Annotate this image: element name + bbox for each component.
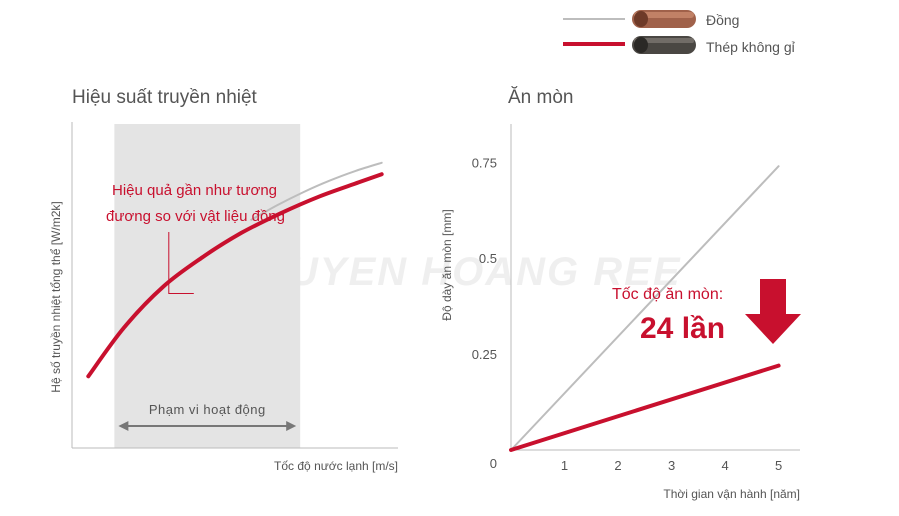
chart2-x-tick-label: 4 <box>721 458 728 473</box>
chart2-y-tick-label: 0.5 <box>479 251 497 266</box>
chart1-series-stainless-line <box>86 172 384 379</box>
operating-range-arrow-left-head <box>118 421 129 431</box>
corrosion-chart: Ăn mòn Độ dày ăn mòn [mm] Thời gian vận … <box>440 87 801 501</box>
chart2-y-ticks: 0 0.25 0.5 0.75 <box>472 155 497 471</box>
operating-range-arrow-right-head <box>286 421 297 431</box>
arrow-down-icon <box>745 279 801 344</box>
chart2-y-axis-label: Độ dày ăn mòn [mm] <box>440 209 454 320</box>
corrosion-rate-value: 24 lần <box>640 312 725 345</box>
chart2-y-tick-label: 0.75 <box>472 155 497 170</box>
chart2-x-axis-label: Thời gian vận hành [năm] <box>663 487 800 501</box>
callout-text-line-2: đương so với vật liệu đồng <box>106 208 285 225</box>
callout-leader-line <box>168 232 194 294</box>
chart2-series-copper-line <box>510 165 780 451</box>
chart2-y-tick-label: 0 <box>490 456 497 471</box>
chart2-y-tick-label: 0.25 <box>472 347 497 362</box>
stainless-pipe-icon <box>632 36 696 54</box>
chart2-x-ticks: 1 2 3 4 5 <box>561 458 782 473</box>
chart2-x-tick-label: 5 <box>775 458 782 473</box>
chart2-series-stainless-line <box>509 363 781 452</box>
legend-label-stainless: Thép không gỉ <box>706 39 796 55</box>
watermark-text: NGUYEN HOANG REE <box>225 250 682 294</box>
chart1-x-axis-label: Tốc độ nước lạnh [m/s] <box>274 459 398 473</box>
chart2-x-tick-label: 1 <box>561 458 568 473</box>
legend-label-copper: Đồng <box>706 12 739 28</box>
copper-pipe-icon <box>632 10 696 28</box>
operating-range-label: Phạm vi hoạt động <box>149 402 266 417</box>
chart1-title: Hiệu suất truyền nhiệt <box>72 87 258 108</box>
chart2-x-tick-label: 2 <box>614 458 621 473</box>
operating-range-band <box>114 124 301 448</box>
corrosion-rate-label: Tốc độ ăn mòn: <box>612 286 723 303</box>
chart2-x-tick-label: 3 <box>668 458 675 473</box>
legend: Đồng Thép không gỉ <box>563 10 796 55</box>
chart1-y-axis-label: Hệ số truyền nhiệt tổng thể [W/m2k] <box>49 201 63 392</box>
callout-text-line-1: Hiệu quả gần như tương <box>112 182 277 199</box>
chart1-series-copper-line <box>250 161 383 221</box>
heat-transfer-chart: Hiệu suất truyền nhiệt Hệ số truyền nhiệ… <box>49 87 398 473</box>
chart2-title: Ăn mòn <box>508 87 573 108</box>
